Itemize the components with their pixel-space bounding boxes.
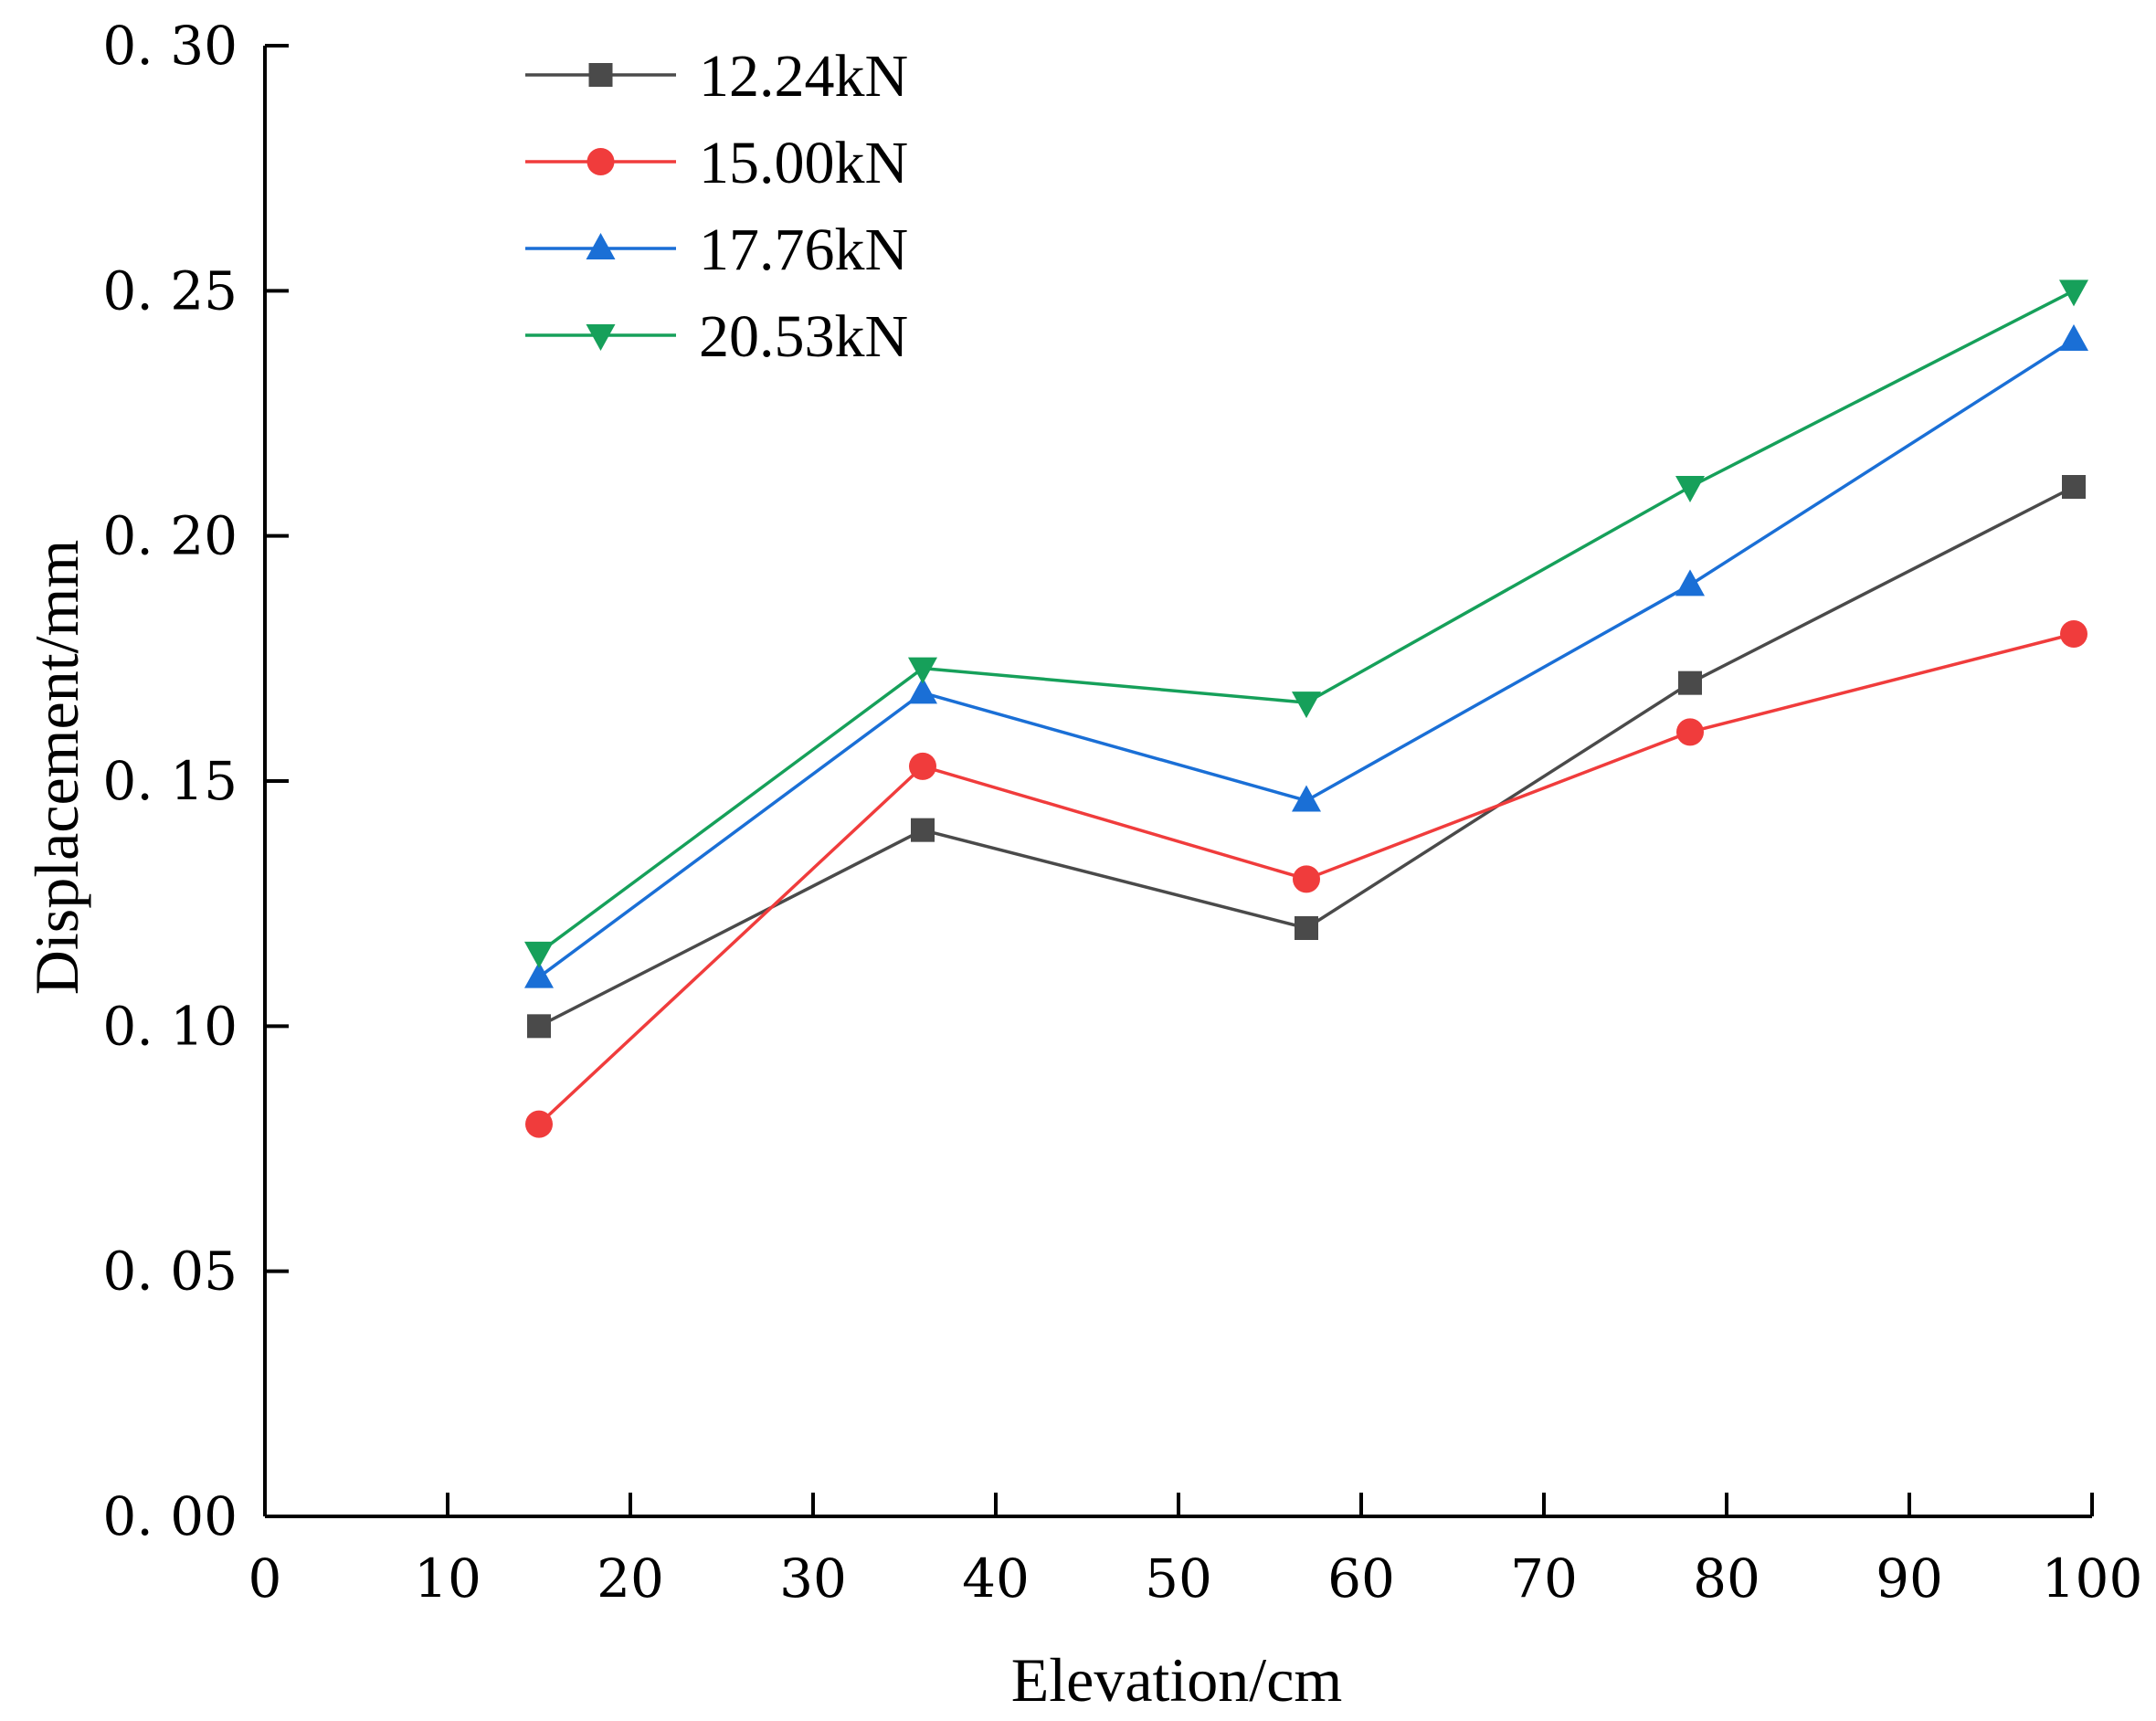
series-4-point [2059, 280, 2088, 307]
legend-marker-1 [588, 63, 613, 87]
legend-label-1: 12.24kN [699, 43, 908, 110]
series-1-point [2062, 475, 2086, 499]
legend-marker-4 [586, 324, 616, 351]
x-tick-label: 40 [962, 1547, 1030, 1610]
legend-label-2: 15.00kN [699, 130, 908, 196]
series-4-point [524, 941, 554, 968]
series-3-point [524, 961, 554, 988]
legend-label-3: 17.76kN [699, 216, 908, 283]
axes: 0 10 20 30 40 50 60 70 80 90 100 0. 00 0. 05 0. 10 0. … [102, 15, 2142, 1610]
series-2-point [909, 752, 936, 780]
series-3-point [1292, 785, 1321, 812]
series-2-point [2060, 620, 2087, 648]
x-tick-label: 60 [1327, 1547, 1395, 1610]
legend-marker-3 [586, 233, 616, 259]
series-2-point [1676, 718, 1704, 746]
series-3-point [2059, 324, 2088, 351]
x-tick-label: 80 [1693, 1547, 1760, 1610]
series-1-point [911, 818, 935, 842]
x-tick-label: 20 [597, 1547, 664, 1610]
y-tick-label: 0. 25 [102, 259, 238, 322]
y-tick-label: 0. 10 [102, 995, 238, 1057]
series-1-point [1295, 916, 1318, 940]
y-tick-label: 0. 05 [102, 1241, 238, 1303]
series-3-point [908, 677, 937, 704]
x-tick-label: 100 [2042, 1547, 2143, 1610]
x-tick-label: 30 [779, 1547, 847, 1610]
series-line-1 [538, 485, 2075, 1028]
series-3-point [1675, 569, 1705, 597]
series-1-point [527, 1014, 551, 1039]
y-axis-title: Displacement/mm [22, 540, 91, 996]
y-tick-label: 0. 20 [102, 505, 238, 567]
y-tick-label: 0. 15 [102, 750, 238, 812]
y-tick-label: 0. 30 [102, 15, 238, 77]
series-1-point [1678, 670, 1702, 695]
x-axis-title: Elevation/cm [1011, 1645, 1343, 1715]
series-2-point [525, 1110, 553, 1138]
y-tick-label: 0. 00 [102, 1485, 238, 1547]
plot-markers [524, 280, 2088, 1138]
legend-marker-2 [587, 148, 615, 175]
x-tick-label: 50 [1145, 1547, 1212, 1610]
legend: 12.24kN 15.00kN 17.76kN 20.53kN [525, 43, 908, 370]
x-tick-label: 10 [414, 1547, 481, 1610]
x-tick-label: 90 [1876, 1547, 1943, 1610]
series-2-point [1293, 865, 1320, 893]
series-line-4 [537, 289, 2075, 955]
series-4-point [1675, 476, 1705, 502]
series-4-point [908, 657, 937, 684]
series-4-point [1292, 692, 1321, 719]
legend-label-4: 20.53kN [699, 303, 908, 370]
x-tick-label: 0 [248, 1547, 282, 1610]
x-tick-label: 70 [1510, 1547, 1578, 1610]
